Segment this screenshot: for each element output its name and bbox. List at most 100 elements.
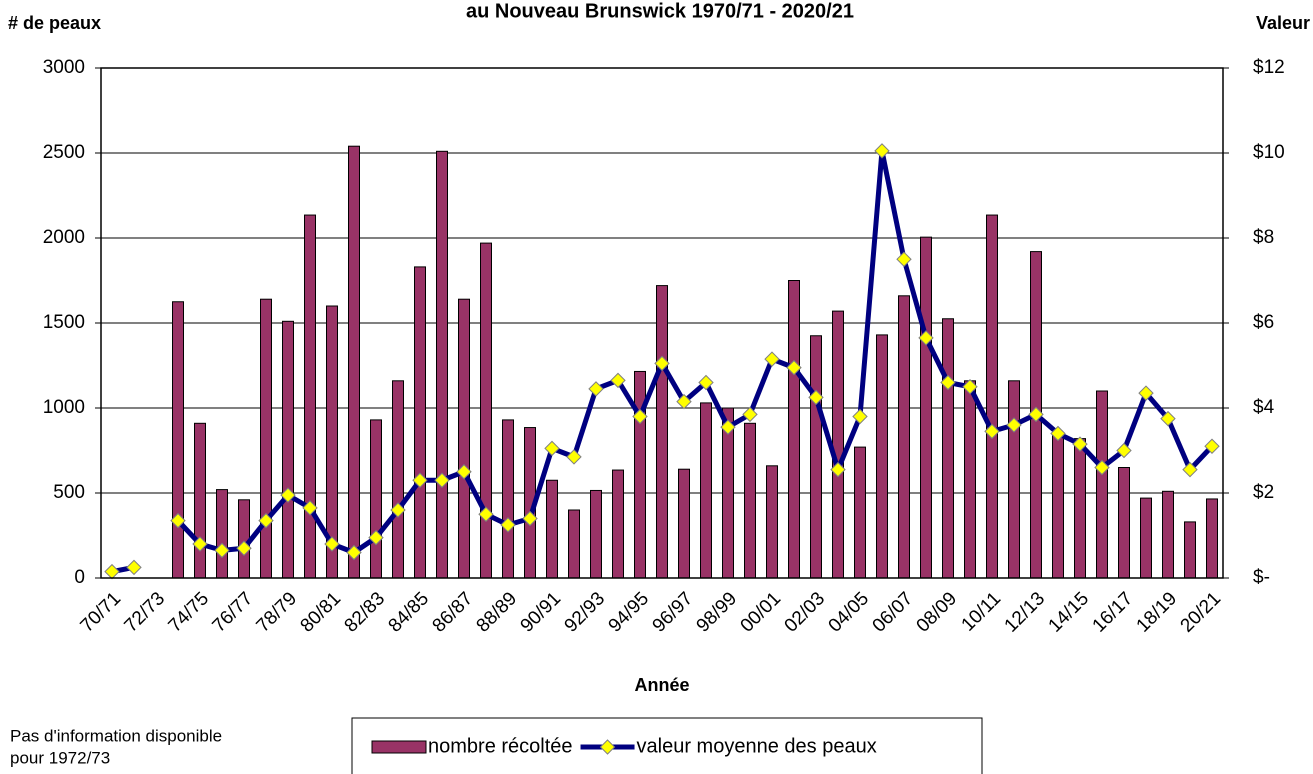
bar: [1162, 490, 1174, 579]
x-tick-label: 98/99: [693, 588, 741, 636]
bar: [656, 285, 668, 579]
x-tick-label: 16/17: [1089, 588, 1137, 636]
annotation: Pas d'information disponible: [10, 726, 222, 745]
marker: [962, 379, 978, 395]
x-tick-label: 02/03: [781, 588, 829, 636]
marker: [478, 506, 494, 522]
x-tick-label: 78/79: [253, 588, 301, 636]
x-tick-label: 14/15: [1045, 588, 1093, 636]
bar: [370, 419, 382, 579]
y-axis-title: # de peaux: [8, 13, 101, 33]
marker: [170, 512, 186, 529]
y-tick-label: 2500: [43, 142, 85, 163]
bar: [942, 318, 954, 579]
bar: [414, 266, 426, 579]
bar: [216, 489, 228, 579]
bar: [898, 295, 910, 579]
marker: [918, 330, 934, 346]
bar: [1074, 438, 1086, 579]
marker: [874, 143, 890, 159]
marker: [566, 449, 582, 465]
annotation: pour 1972/73: [10, 748, 110, 767]
marker: [676, 393, 692, 410]
bar: [1096, 390, 1108, 579]
marker: [720, 419, 736, 435]
bar: [304, 214, 316, 579]
bar: [546, 479, 558, 579]
x-tick-label: 82/83: [341, 588, 389, 636]
bar: [832, 310, 844, 579]
bar: [788, 280, 800, 579]
bar: [282, 320, 294, 579]
marker: [940, 374, 956, 391]
marker: [302, 500, 318, 516]
marker: [1160, 410, 1176, 427]
y2-tick-label: $12: [1253, 57, 1285, 78]
marker: [500, 517, 516, 533]
marker: [1138, 385, 1154, 401]
bar: [172, 301, 184, 579]
bar: [612, 469, 624, 579]
bar: [1206, 498, 1218, 579]
marker: [852, 408, 868, 425]
marker: [544, 440, 560, 457]
legend-marker: [599, 739, 616, 755]
marker: [1116, 442, 1132, 459]
x-tick-label: 86/87: [429, 588, 477, 636]
bar: [480, 242, 492, 579]
bar: [260, 298, 272, 579]
x-tick-label: 92/93: [561, 588, 609, 636]
marker: [786, 359, 802, 376]
bar: [920, 236, 932, 579]
legend-swatch: [371, 740, 427, 754]
y-tick-label: 0: [74, 567, 85, 588]
marker: [434, 472, 450, 488]
bar: [876, 334, 888, 579]
bar: [744, 422, 756, 579]
bar: [392, 380, 404, 579]
bar: [502, 419, 514, 579]
y2-axis-title: Valeur: [1256, 13, 1310, 33]
marker: [1094, 459, 1110, 476]
marker: [984, 423, 1000, 440]
marker: [104, 563, 120, 580]
bar: [964, 380, 976, 579]
chart-title: au Nouveau Brunswick 1970/71 - 2020/21: [466, 0, 854, 22]
marker: [654, 355, 670, 372]
bar: [1184, 521, 1196, 579]
x-tick-label: 72/73: [121, 588, 169, 636]
x-tick-label: 12/13: [1001, 588, 1049, 636]
marker: [368, 529, 384, 546]
marker: [742, 406, 758, 423]
bar: [458, 298, 470, 579]
marker: [456, 464, 472, 480]
x-tick-label: 08/09: [913, 588, 961, 636]
marker: [412, 472, 428, 488]
bar: [1140, 497, 1152, 579]
marker: [808, 389, 824, 406]
y2-tick-label: $2: [1253, 482, 1274, 503]
marker: [324, 536, 340, 552]
marker: [1006, 417, 1022, 433]
marker: [610, 372, 626, 389]
bar: [568, 509, 580, 579]
marker: [280, 487, 296, 503]
marker: [588, 381, 604, 397]
x-tick-label: 06/07: [869, 588, 917, 636]
y2-tick-label: $6: [1253, 312, 1274, 333]
y-tick-label: 1500: [43, 312, 85, 333]
legend-box: [351, 717, 983, 774]
y-tick-label: 2000: [43, 227, 85, 248]
x-tick-label: 88/89: [473, 588, 521, 636]
bar: [986, 214, 998, 579]
x-tick-label: 70/71: [77, 588, 125, 636]
bar: [348, 145, 360, 579]
x-tick-label: 90/91: [517, 588, 565, 636]
bar: [1052, 433, 1064, 579]
marker: [192, 536, 208, 552]
y-tick-label: 1000: [43, 397, 85, 418]
bar: [766, 465, 778, 579]
x-tick-label: 96/97: [649, 588, 697, 636]
